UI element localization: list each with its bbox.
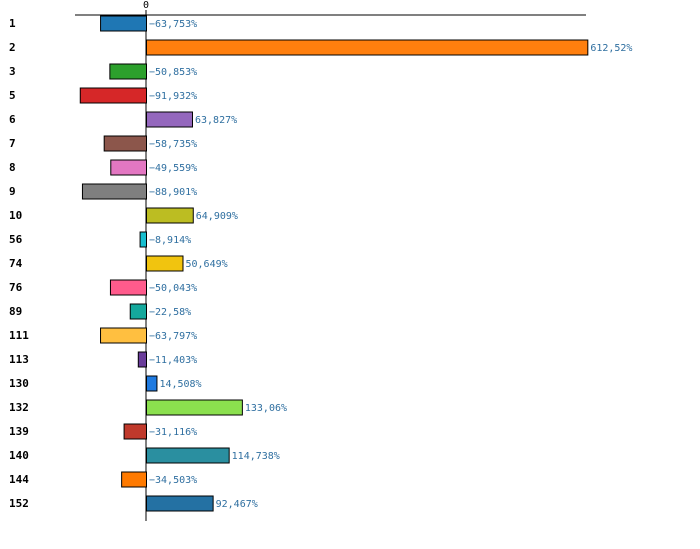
category-label-132: 132 — [9, 401, 29, 414]
value-label-56: −8,914% — [149, 235, 191, 246]
bar-144 — [121, 471, 147, 488]
category-label-6: 6 — [9, 113, 16, 126]
value-label-152: 92,467% — [216, 499, 258, 510]
category-label-130: 130 — [9, 377, 29, 390]
value-label-9: −88,901% — [149, 187, 197, 198]
bar-111 — [100, 327, 148, 344]
bar-76 — [109, 279, 147, 296]
value-label-140: 114,738% — [232, 451, 280, 462]
category-label-3: 3 — [9, 65, 16, 78]
category-label-1: 1 — [9, 17, 16, 30]
category-label-2: 2 — [9, 41, 16, 54]
value-label-2: 612,52% — [590, 43, 632, 54]
category-label-8: 8 — [9, 161, 16, 174]
value-label-74: 50,649% — [185, 259, 227, 270]
bar-140 — [146, 447, 230, 464]
category-label-76: 76 — [9, 281, 23, 294]
bar-130 — [146, 375, 158, 392]
category-label-111: 111 — [9, 329, 29, 342]
value-label-5: −91,932% — [149, 91, 197, 102]
value-label-7: −58,735% — [149, 139, 197, 150]
category-label-139: 139 — [9, 425, 29, 438]
value-label-113: −11,403% — [149, 355, 197, 366]
value-label-89: −22,58% — [149, 307, 191, 318]
value-label-1: −63,753% — [149, 19, 197, 30]
category-label-7: 7 — [9, 137, 16, 150]
value-label-3: −50,853% — [149, 67, 197, 78]
bar-113 — [137, 351, 147, 368]
value-label-130: 14,508% — [159, 379, 201, 390]
bar-1 — [100, 15, 147, 32]
category-label-9: 9 — [9, 185, 16, 198]
bar-8 — [110, 159, 147, 176]
bar-139 — [123, 423, 148, 440]
bars-group: 1 −63,753% 2 612,52% 3 −50,853% 5 −91,932% 6 63,8… — [9, 15, 632, 512]
value-label-139: −31,116% — [149, 427, 197, 438]
bar-132 — [146, 399, 243, 416]
bar-152 — [146, 495, 214, 512]
value-label-111: −63,797% — [149, 331, 197, 342]
category-label-89: 89 — [9, 305, 22, 318]
bar-10 — [146, 207, 194, 224]
bar-5 — [79, 87, 147, 104]
category-label-140: 140 — [9, 449, 29, 462]
value-label-132: 133,06% — [245, 403, 287, 414]
value-label-6: 63,827% — [195, 115, 237, 126]
bar-74 — [146, 255, 184, 272]
bar-89 — [129, 303, 147, 320]
category-label-113: 113 — [9, 353, 29, 366]
value-label-8: −49,559% — [149, 163, 197, 174]
value-label-144: −34,503% — [149, 475, 197, 486]
value-label-10: 64,909% — [196, 211, 238, 222]
bar-9 — [81, 183, 147, 200]
category-label-5: 5 — [9, 89, 16, 102]
value-label-76: −50,043% — [149, 283, 197, 294]
category-label-56: 56 — [9, 233, 23, 246]
category-label-74: 74 — [9, 257, 23, 270]
bar-56 — [139, 231, 148, 248]
category-label-144: 144 — [9, 473, 29, 486]
bar-3 — [109, 63, 147, 80]
bar-6 — [146, 111, 193, 128]
x-tick-label-0: 0 — [143, 0, 149, 11]
category-label-10: 10 — [9, 209, 22, 222]
category-label-152: 152 — [9, 497, 29, 510]
bar-7 — [103, 135, 148, 152]
bar-2 — [146, 39, 589, 56]
